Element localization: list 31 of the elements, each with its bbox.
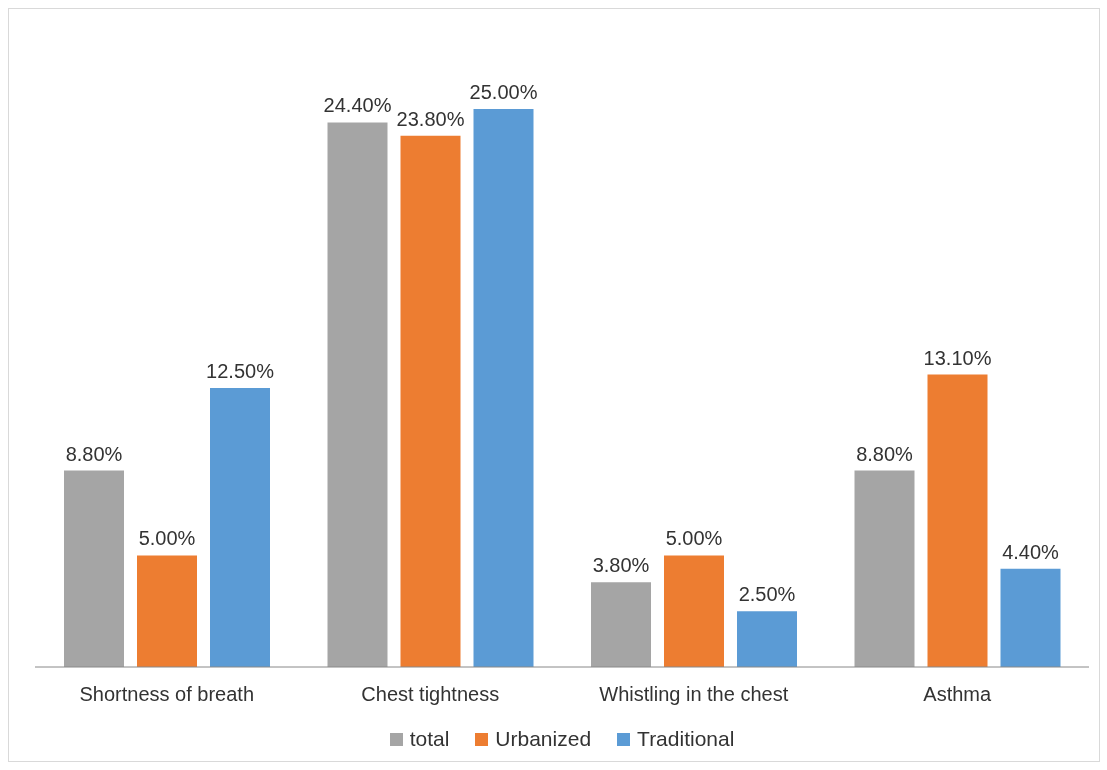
- data-label: 5.00%: [138, 527, 196, 550]
- data-label: 4.40%: [1002, 540, 1060, 563]
- data-label: 8.80%: [856, 442, 914, 465]
- bar: [327, 122, 388, 667]
- bar: [400, 135, 461, 667]
- bar: [1000, 568, 1061, 667]
- data-label: 23.80%: [396, 107, 465, 130]
- bar: [64, 470, 124, 667]
- data-label: 2.50%: [738, 583, 796, 606]
- data-label: 3.80%: [592, 554, 650, 577]
- data-label: 5.00%: [665, 527, 723, 550]
- bar: [927, 374, 988, 667]
- bar: [591, 582, 651, 667]
- data-label: 24.40%: [323, 94, 392, 117]
- data-label: 8.80%: [65, 442, 123, 465]
- x-tick-label: Shortness of breath: [79, 683, 255, 706]
- bar: [473, 109, 534, 667]
- legend-label: Urbanized: [494, 727, 592, 751]
- x-tick-label: Chest tightness: [361, 683, 500, 706]
- legend-label: total: [408, 727, 450, 751]
- bar: [137, 555, 197, 667]
- bar: [737, 611, 797, 667]
- x-tick-label: Asthma: [923, 683, 993, 706]
- data-label: 12.50%: [206, 360, 275, 382]
- x-tick-label: Whistling in the chest: [599, 683, 789, 706]
- data-label: 25.00%: [469, 81, 538, 103]
- bar: [210, 388, 270, 667]
- bar: [854, 470, 915, 667]
- bar: [664, 555, 724, 667]
- legend-label: Traditional: [636, 727, 735, 751]
- data-label: 13.10%: [923, 346, 992, 369]
